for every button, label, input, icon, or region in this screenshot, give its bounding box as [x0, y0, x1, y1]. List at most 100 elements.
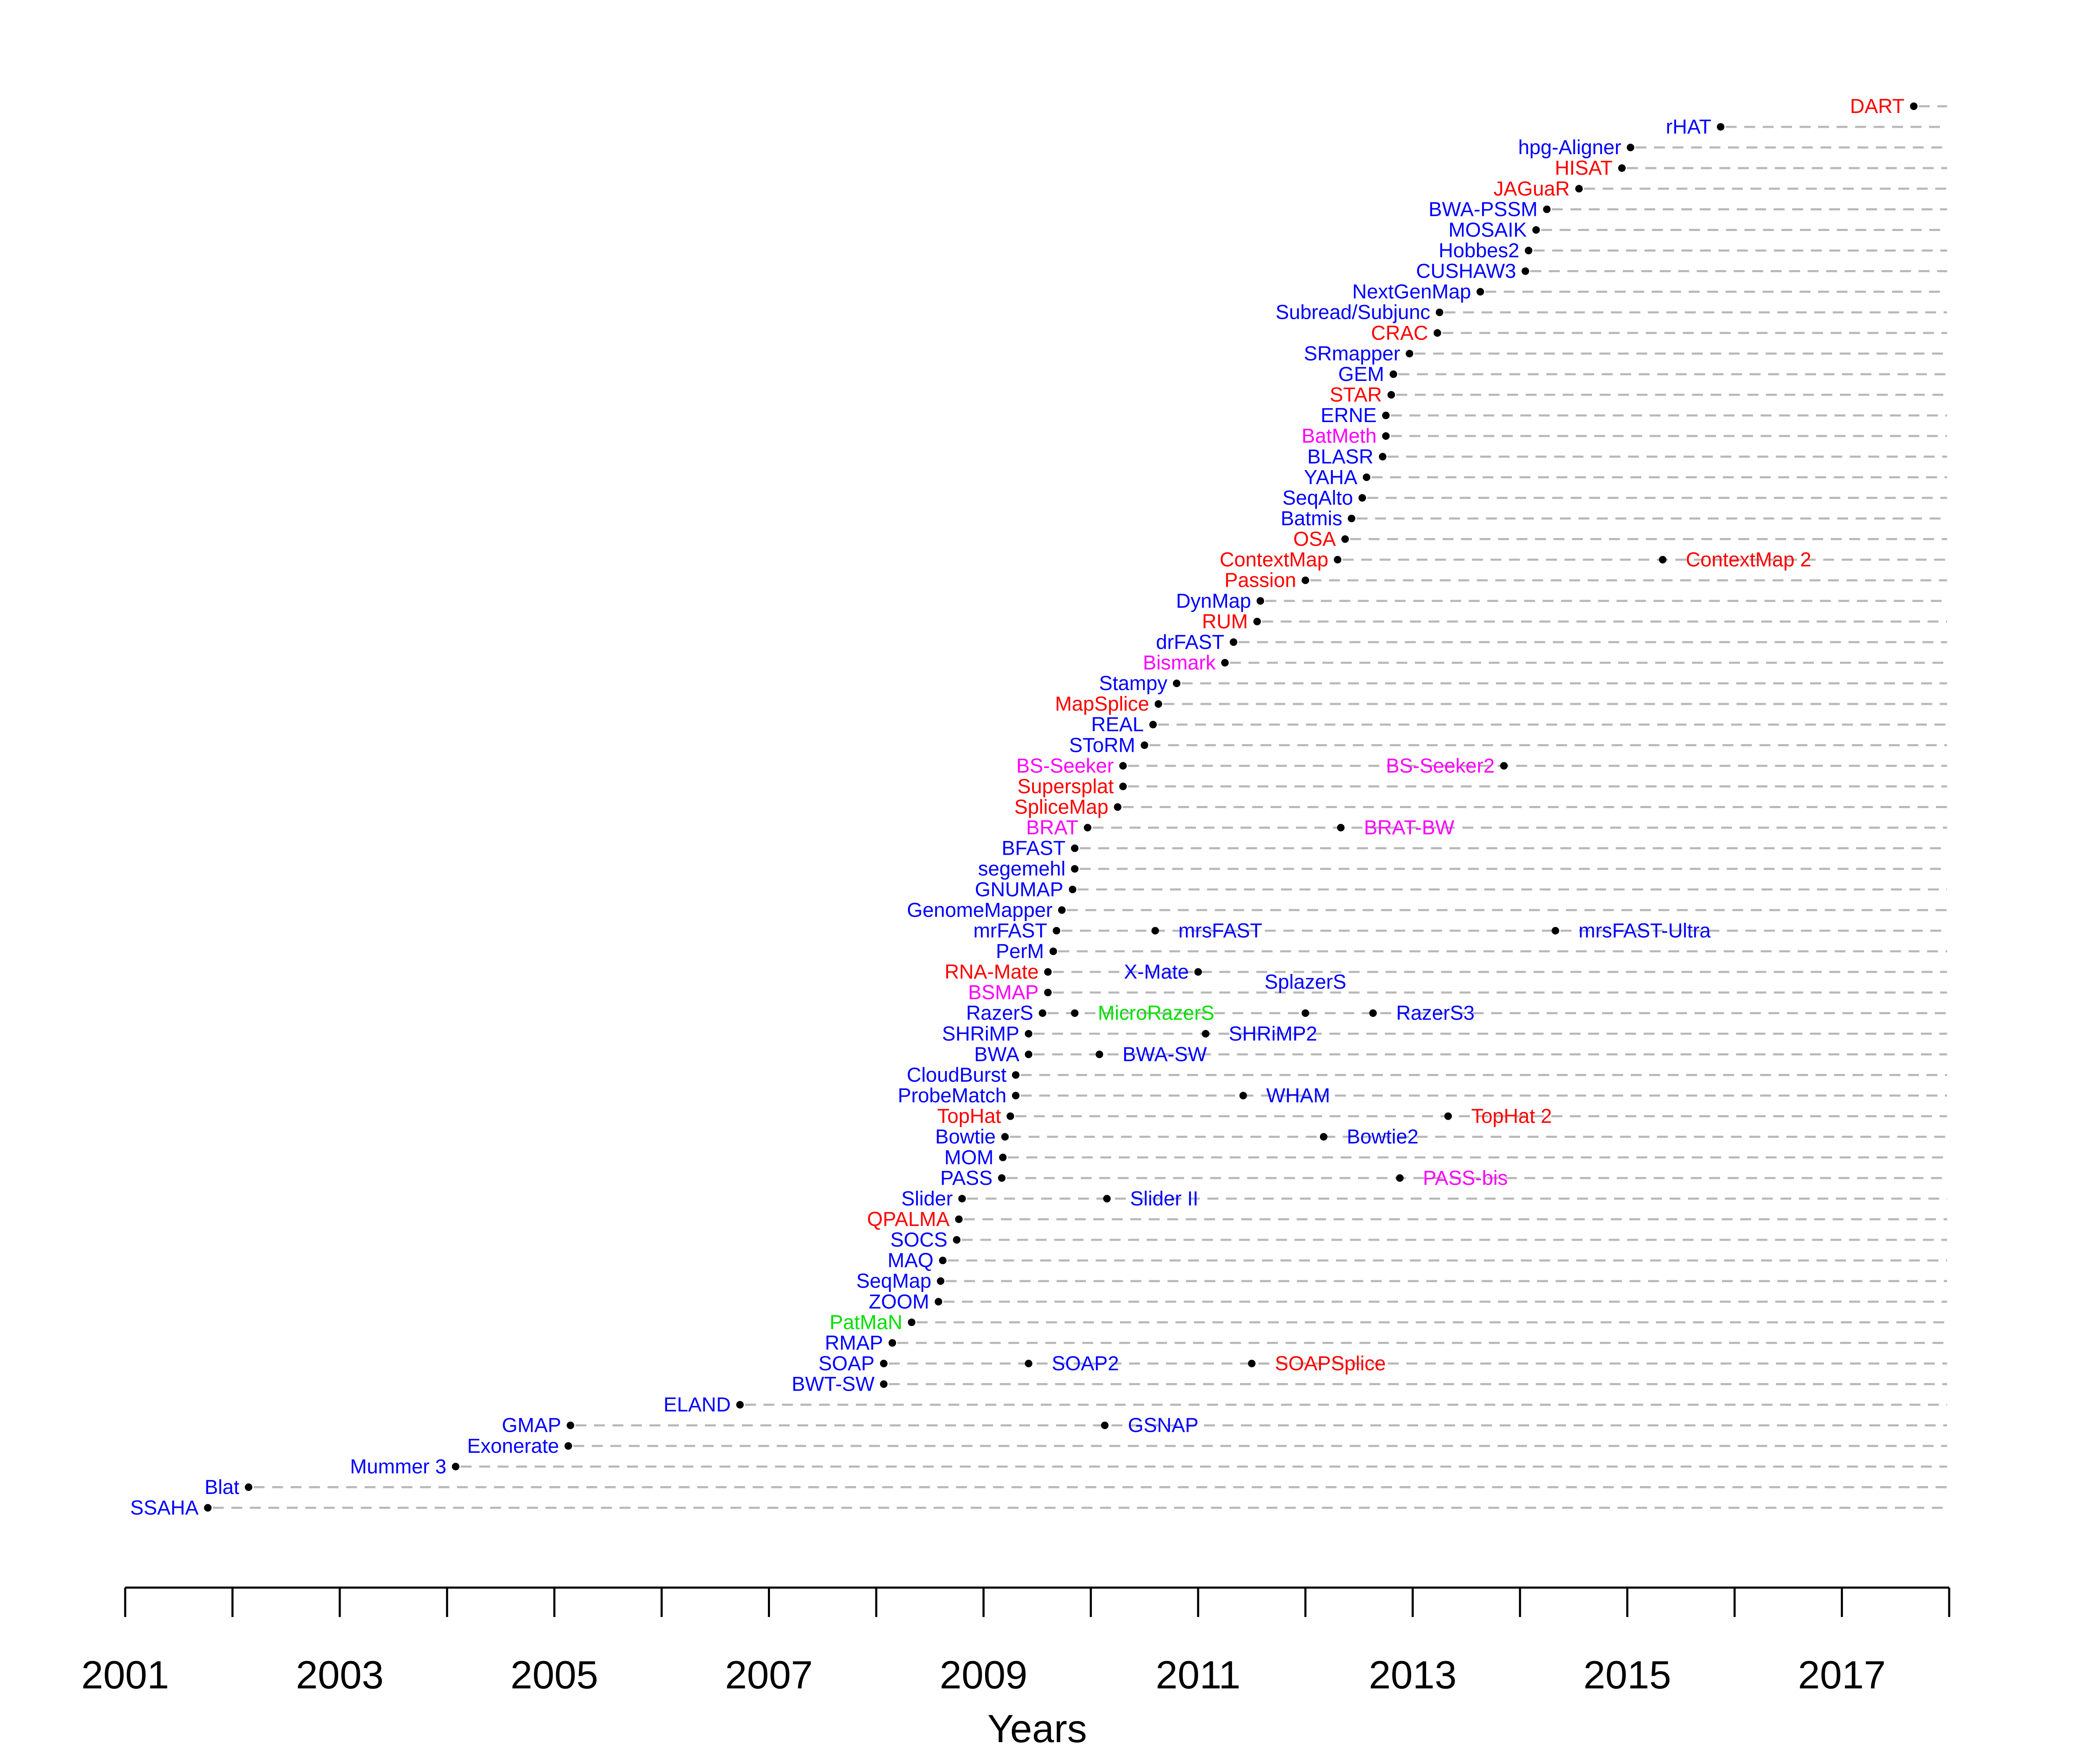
data-point	[1071, 844, 1079, 852]
point-label: ProbeMatch	[898, 1085, 1007, 1107]
data-point	[1194, 968, 1202, 976]
point-label: SpliceMap	[1014, 796, 1108, 819]
data-point	[1337, 824, 1345, 832]
data-point	[1012, 1071, 1020, 1079]
point-label: PASS-bis	[1423, 1167, 1508, 1189]
point-label: BS-Seeker	[1016, 755, 1114, 777]
point-label: SSAHA	[130, 1497, 199, 1519]
data-point	[1406, 349, 1414, 357]
data-point	[939, 1257, 947, 1265]
point-label: SToRM	[1069, 734, 1135, 756]
data-point	[1114, 803, 1122, 811]
data-point	[1910, 102, 1918, 110]
data-point	[1256, 597, 1264, 605]
data-point	[1012, 1092, 1020, 1100]
point-label: Exonerate	[467, 1435, 559, 1457]
point-label: hpg-Aligner	[1518, 136, 1622, 159]
data-point	[1044, 989, 1052, 997]
point-label: ContextMap	[1219, 549, 1328, 571]
point-label: MOM	[944, 1147, 993, 1169]
point-label: drFAST	[1156, 631, 1225, 654]
data-point	[1007, 1112, 1014, 1120]
data-point	[1627, 144, 1635, 152]
data-point	[1476, 288, 1484, 296]
point-label: GMAP	[502, 1415, 561, 1437]
point-label: Passion	[1225, 570, 1296, 592]
x-tick-label: 2013	[1369, 1653, 1456, 1697]
data-point	[880, 1360, 888, 1368]
point-label: JAGuaR	[1493, 178, 1569, 200]
point-label: SOCS	[890, 1229, 947, 1251]
point-label: CRAC	[1371, 322, 1428, 344]
point-label: MicroRazerS	[1098, 1002, 1214, 1024]
x-tick-label: 2011	[1156, 1653, 1240, 1697]
data-point	[1659, 556, 1667, 564]
data-point	[1101, 1421, 1109, 1429]
data-point	[1618, 164, 1626, 172]
data-point	[1052, 927, 1060, 934]
point-label: Stampy	[1099, 672, 1167, 695]
point-label: BRAT-BW	[1364, 817, 1455, 839]
data-point	[937, 1277, 945, 1285]
point-label: SOAPSplice	[1275, 1352, 1386, 1375]
point-label: SOAP2	[1052, 1352, 1119, 1375]
data-point	[1038, 1009, 1046, 1017]
data-point	[1221, 659, 1229, 667]
data-points	[204, 102, 1918, 1512]
data-point	[1369, 1009, 1377, 1017]
data-point	[1239, 1092, 1247, 1100]
guide-lines	[213, 105, 1947, 1509]
point-label: rHAT	[1666, 116, 1711, 138]
data-point	[1363, 473, 1371, 481]
data-point	[998, 1174, 1006, 1182]
point-label: BWA-PSSM	[1429, 198, 1538, 220]
data-point	[1444, 1112, 1452, 1120]
point-label: Batmis	[1281, 507, 1343, 530]
point-label: Bismark	[1143, 652, 1216, 674]
point-label: TopHat 2	[1471, 1105, 1552, 1128]
point-label: SRmapper	[1304, 343, 1400, 365]
data-point	[204, 1504, 212, 1512]
point-label: BSMAP	[968, 982, 1038, 1004]
point-label: SHRiMP2	[1229, 1023, 1317, 1045]
data-point	[1716, 123, 1724, 131]
data-point	[999, 1153, 1007, 1161]
data-point	[1044, 968, 1052, 976]
data-point	[452, 1462, 460, 1470]
point-label: PerM	[996, 940, 1044, 963]
x-tick-label: 2015	[1583, 1653, 1671, 1697]
data-point	[1524, 247, 1532, 255]
data-point	[1253, 617, 1261, 625]
point-label: Slider	[901, 1188, 953, 1210]
data-point	[1119, 762, 1127, 770]
data-point	[1149, 721, 1157, 729]
data-point	[1151, 927, 1159, 934]
data-point	[908, 1318, 916, 1326]
point-label: CUSHAW3	[1416, 260, 1516, 283]
data-point	[880, 1380, 888, 1388]
data-point	[1096, 1050, 1104, 1058]
point-label: BRAT	[1026, 817, 1078, 839]
data-point	[1071, 1009, 1079, 1017]
point-label: OSA	[1293, 528, 1336, 551]
point-label: DynMap	[1176, 590, 1251, 612]
data-point	[1301, 1009, 1309, 1017]
point-label: MAQ	[888, 1250, 933, 1272]
data-point	[953, 1236, 961, 1244]
point-label: CloudBurst	[907, 1064, 1006, 1086]
data-point	[1543, 205, 1551, 213]
point-label: BLASR	[1307, 446, 1373, 468]
point-label: Bowtie	[935, 1126, 996, 1148]
data-point	[1379, 453, 1387, 461]
point-label: SeqAlto	[1283, 487, 1353, 509]
point-label: BWT-SW	[791, 1373, 875, 1396]
data-point	[958, 1194, 966, 1202]
data-point	[1575, 185, 1583, 193]
point-label: SOAP	[818, 1352, 874, 1375]
point-label: Mummer 3	[350, 1456, 446, 1478]
point-label: Hobbes2	[1439, 240, 1519, 262]
point-label: BWA-SW	[1122, 1043, 1207, 1066]
point-label: WHAM	[1266, 1085, 1330, 1107]
